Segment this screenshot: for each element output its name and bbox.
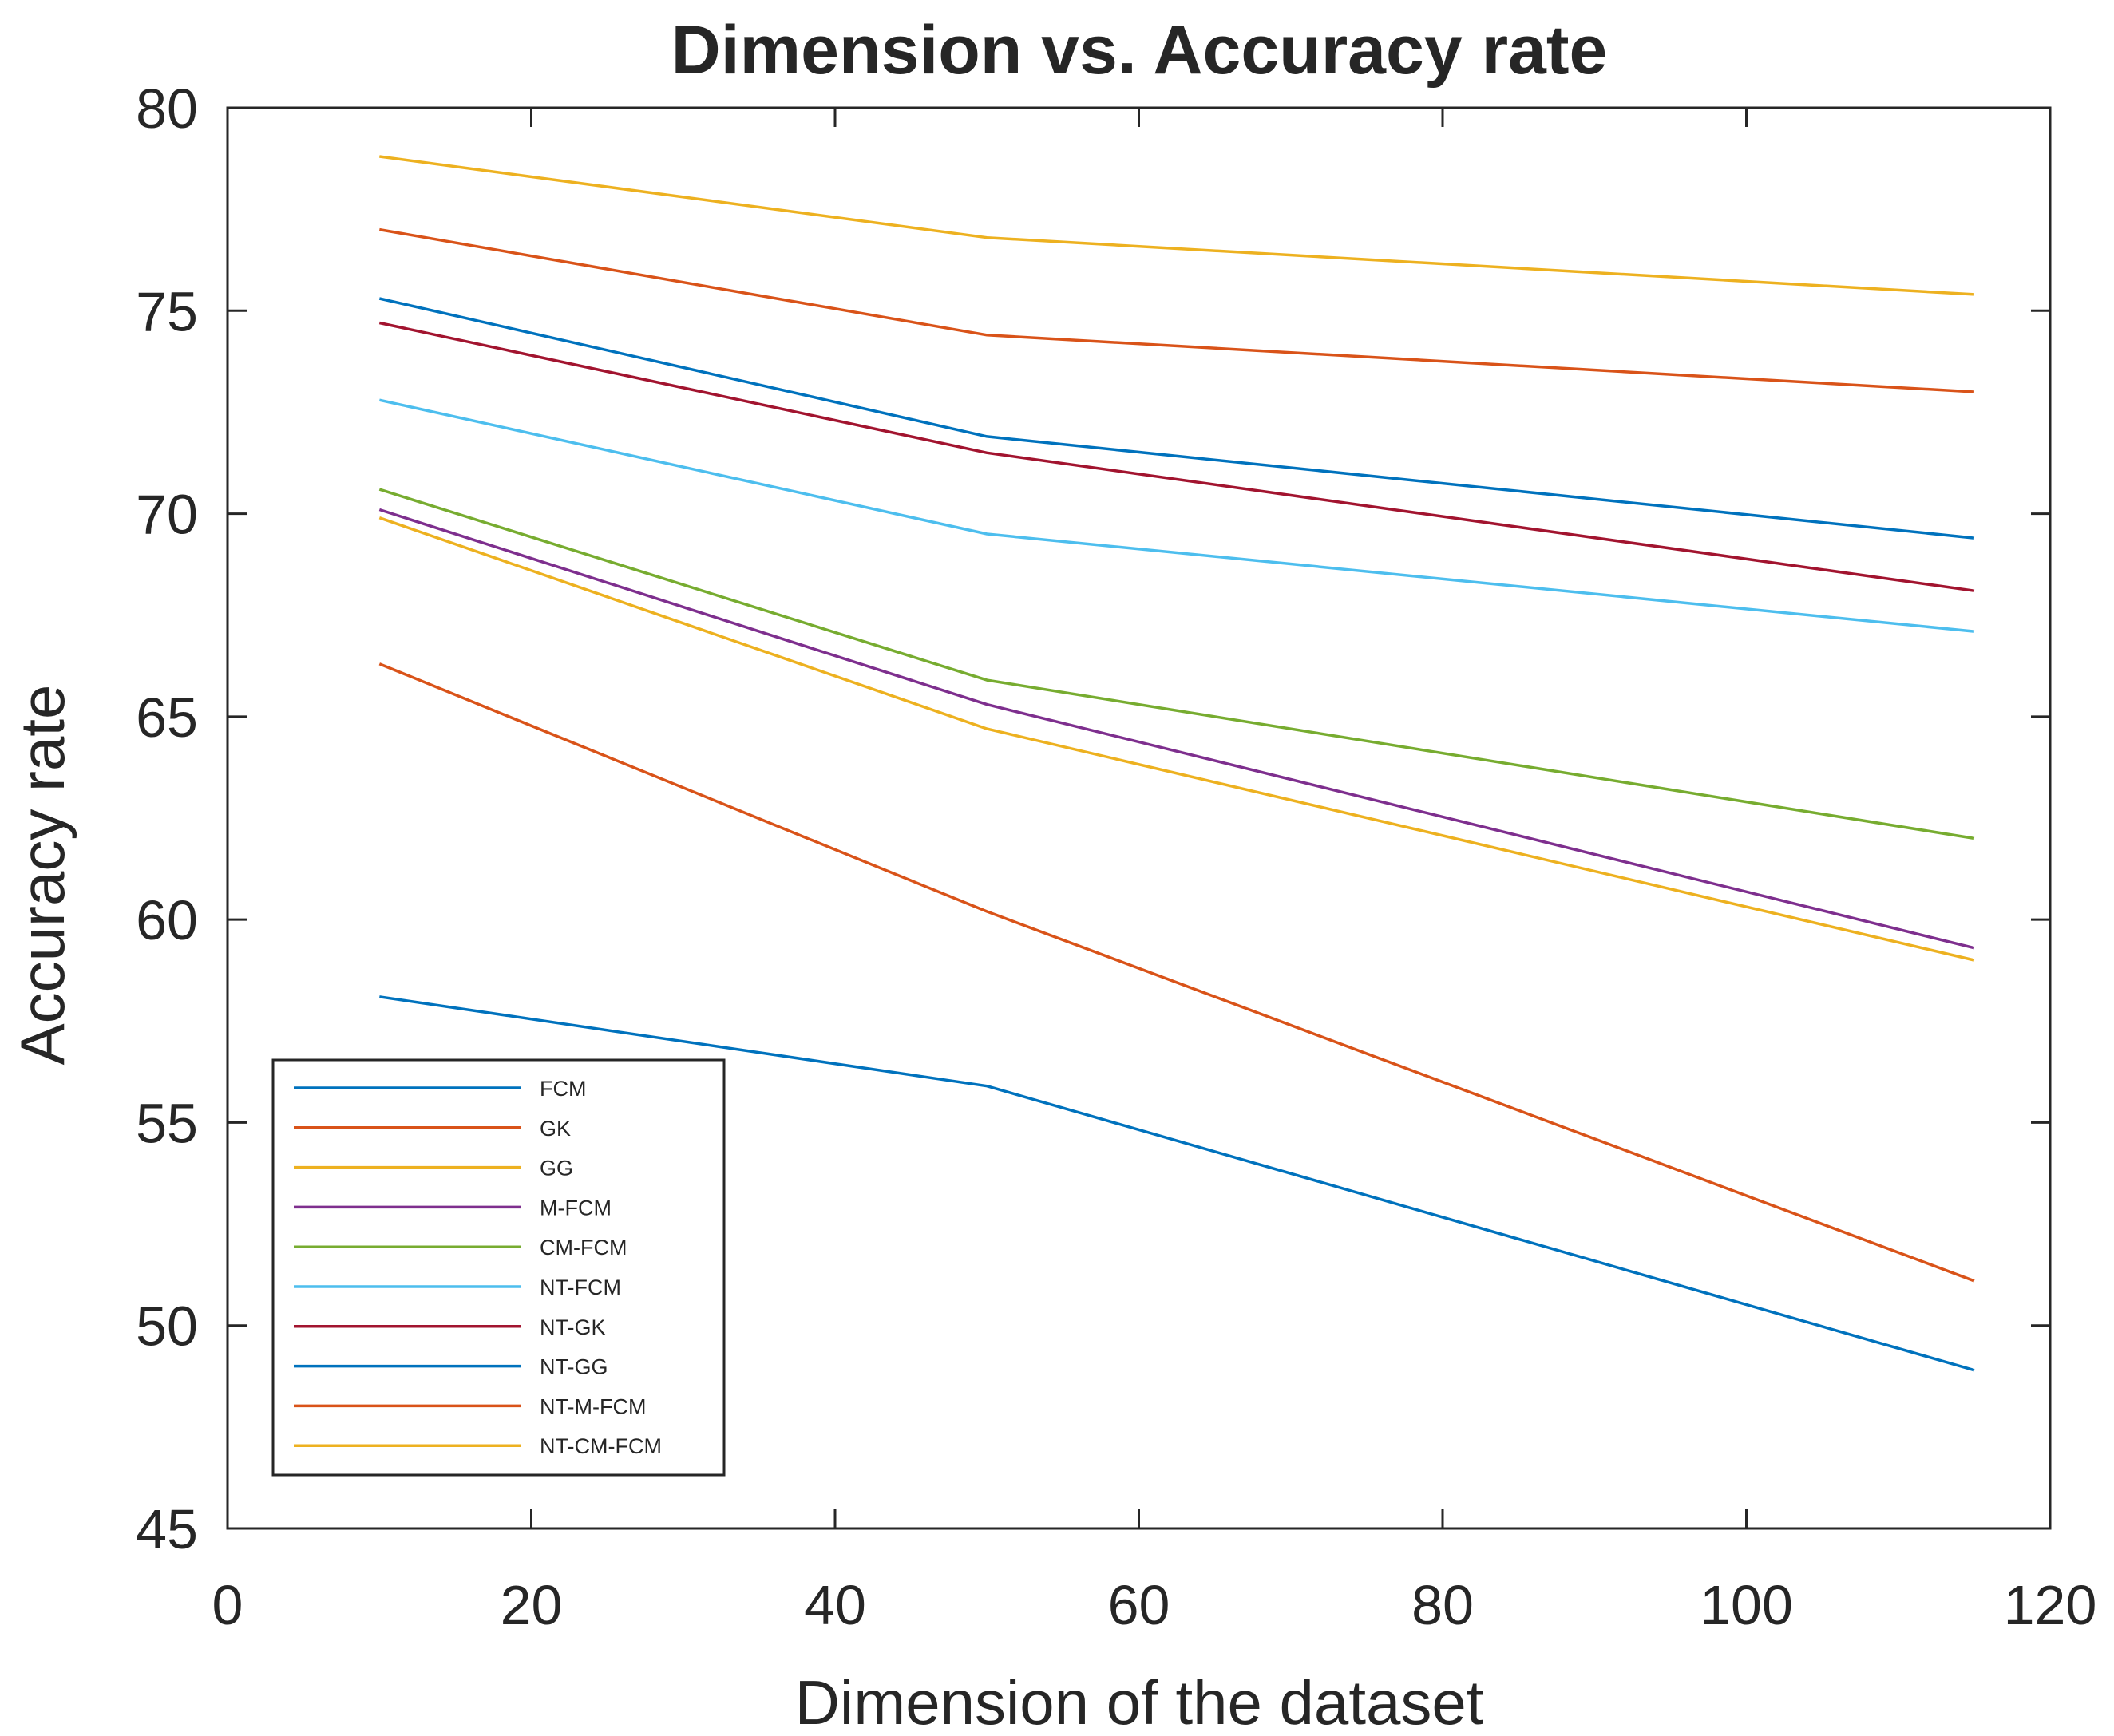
x-tick-label: 120 (2004, 1574, 2097, 1636)
y-tick-label: 55 (136, 1092, 198, 1154)
series-line-4 (378, 488, 1975, 840)
y-tick-label: 80 (136, 77, 198, 140)
y-tick-label: 65 (136, 686, 198, 749)
y-tick-label: 75 (136, 280, 198, 342)
x-tick-label: 80 (1411, 1574, 1474, 1636)
series-line-7 (378, 297, 1975, 540)
legend-label-9: NT-CM-FCM (540, 1434, 662, 1458)
x-tick-label: 100 (1700, 1574, 1793, 1636)
y-tick-label: 70 (136, 484, 198, 546)
legend-label-8: NT-M-FCM (540, 1394, 646, 1418)
legend-label-1: GK (540, 1117, 571, 1141)
legend-box (271, 1058, 726, 1477)
series-line-1 (378, 662, 1975, 1283)
y-tick-label: 45 (136, 1498, 198, 1560)
series-line-0 (379, 995, 1975, 1372)
plot-area: 0 20 40 60 80 100 120 45 50 55 60 65 70 75 80 FCM GK GG M-… (136, 77, 2096, 1636)
series-line-5 (378, 398, 1975, 633)
legend-label-7: NT-GG (540, 1355, 608, 1379)
series-line-9 (379, 155, 1975, 296)
legend-label-0: FCM (540, 1077, 586, 1101)
legend-label-5: NT-FCM (540, 1275, 621, 1299)
x-axis-label: Dimension of the dataset (795, 1667, 1484, 1736)
y-axis-label: Accuracy rate (7, 685, 77, 1066)
x-tick-label: 20 (501, 1574, 563, 1636)
series-line-6 (378, 321, 1975, 592)
series-line-3 (378, 508, 1975, 950)
y-tick-label: 60 (136, 889, 198, 951)
legend-label-2: GG (540, 1157, 573, 1180)
y-tick-label: 50 (136, 1295, 198, 1358)
legend-label-3: M-FCM (540, 1196, 612, 1220)
legend-label-6: NT-GK (540, 1315, 606, 1339)
chart-title: Dimension vs. Accuracy rate (671, 12, 1608, 89)
series-line-8 (379, 227, 1975, 393)
x-tick-label: 60 (1108, 1574, 1170, 1636)
x-tick-label: 0 (212, 1574, 243, 1636)
legend-label-4: CM-FCM (540, 1236, 627, 1259)
series-line-2 (378, 516, 1975, 962)
x-tick-label: 40 (804, 1574, 866, 1636)
